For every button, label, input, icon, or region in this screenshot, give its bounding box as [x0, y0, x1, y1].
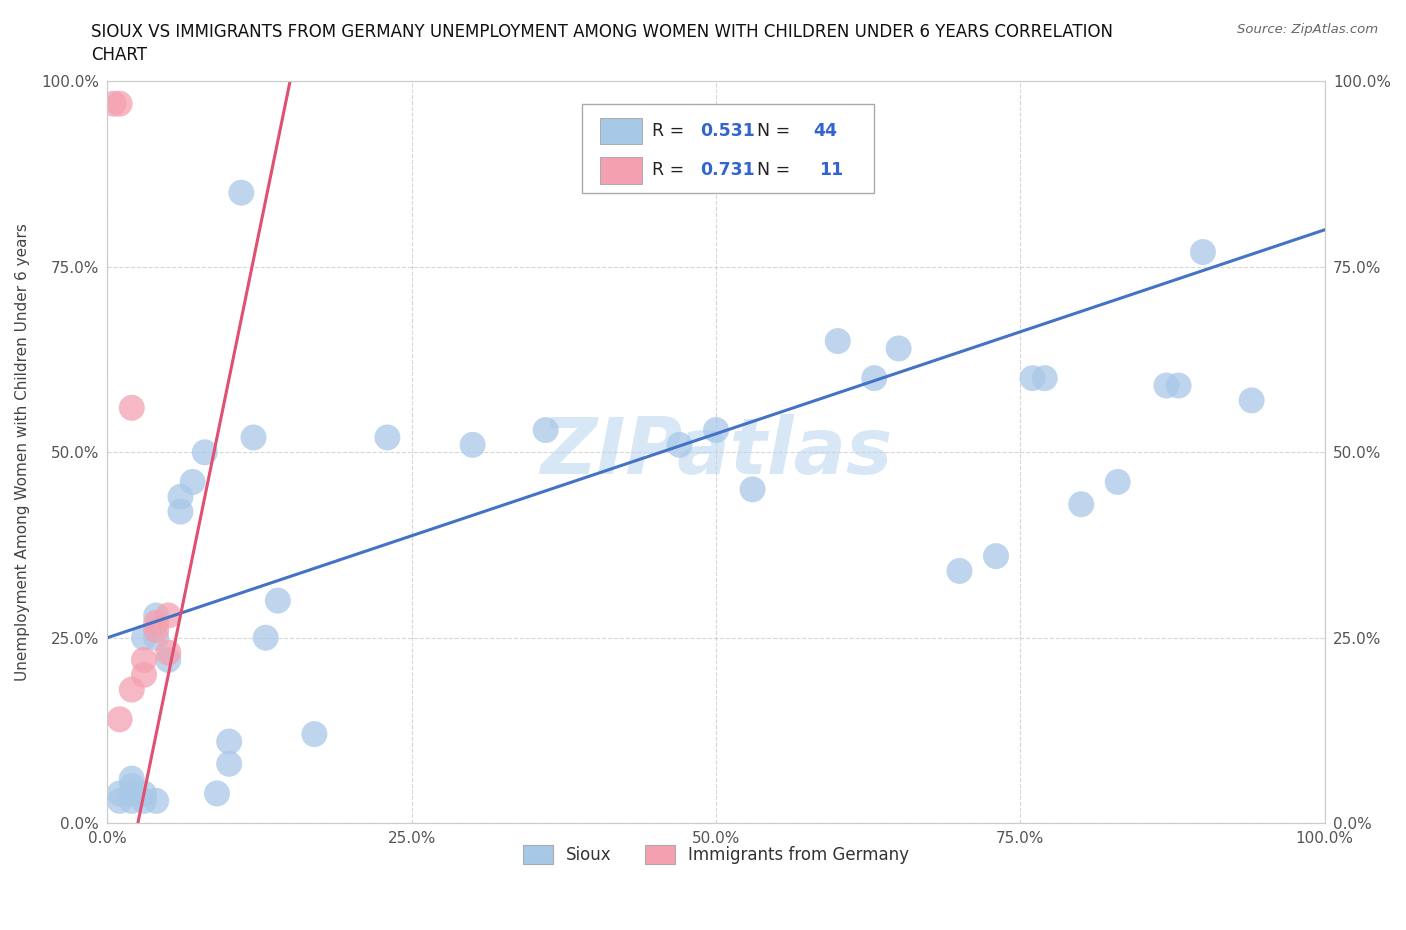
Point	[377, 430, 399, 445]
Text: Source: ZipAtlas.com: Source: ZipAtlas.com	[1237, 23, 1378, 36]
Point	[863, 371, 886, 386]
Point	[1240, 393, 1263, 408]
Point	[205, 786, 228, 801]
Point	[132, 653, 155, 668]
FancyBboxPatch shape	[600, 118, 641, 144]
Point	[132, 668, 155, 683]
Point	[267, 593, 290, 608]
Point	[108, 711, 131, 726]
Point	[704, 422, 727, 437]
Point	[108, 793, 131, 808]
Point	[145, 623, 167, 638]
Point	[827, 334, 849, 349]
Text: R =: R =	[651, 122, 689, 140]
Point	[668, 437, 690, 452]
Point	[157, 653, 180, 668]
Point	[121, 400, 143, 415]
Point	[103, 97, 125, 112]
FancyBboxPatch shape	[600, 157, 641, 184]
Point	[145, 616, 167, 631]
Point	[157, 608, 180, 623]
FancyBboxPatch shape	[582, 104, 875, 193]
Point	[121, 793, 143, 808]
Point	[121, 786, 143, 801]
Point	[218, 756, 240, 771]
Point	[121, 771, 143, 786]
Point	[121, 778, 143, 793]
Point	[218, 734, 240, 749]
Text: SIOUX VS IMMIGRANTS FROM GERMANY UNEMPLOYMENT AMONG WOMEN WITH CHILDREN UNDER 6 : SIOUX VS IMMIGRANTS FROM GERMANY UNEMPLO…	[91, 23, 1114, 41]
Legend: Sioux, Immigrants from Germany: Sioux, Immigrants from Germany	[516, 838, 917, 870]
Text: 0.731: 0.731	[700, 162, 755, 179]
Point	[181, 474, 204, 489]
Text: R =: R =	[651, 162, 689, 179]
Point	[461, 437, 484, 452]
Point	[157, 645, 180, 660]
Text: 44: 44	[814, 122, 838, 140]
Y-axis label: Unemployment Among Women with Children Under 6 years: Unemployment Among Women with Children U…	[15, 223, 30, 682]
Point	[304, 726, 326, 741]
Text: CHART: CHART	[91, 46, 148, 64]
Point	[145, 793, 167, 808]
Point	[231, 185, 253, 200]
Point	[145, 608, 167, 623]
Point	[169, 489, 191, 504]
Point	[132, 793, 155, 808]
Point	[1107, 474, 1129, 489]
Text: N =: N =	[747, 162, 801, 179]
Point	[1167, 379, 1189, 393]
Point	[1021, 371, 1043, 386]
Point	[948, 564, 970, 578]
Point	[887, 341, 910, 356]
Point	[169, 504, 191, 519]
Point	[121, 683, 143, 698]
Text: ZIPatlas: ZIPatlas	[540, 414, 893, 490]
Point	[1033, 371, 1056, 386]
Text: N =: N =	[747, 122, 796, 140]
Point	[132, 786, 155, 801]
Point	[984, 549, 1007, 564]
Point	[741, 482, 763, 497]
Point	[145, 631, 167, 645]
Point	[254, 631, 277, 645]
Text: 11: 11	[820, 162, 844, 179]
Text: 0.531: 0.531	[700, 122, 755, 140]
Point	[194, 445, 217, 459]
Point	[1156, 379, 1178, 393]
Point	[1192, 245, 1215, 259]
Point	[108, 786, 131, 801]
Point	[534, 422, 557, 437]
Point	[108, 97, 131, 112]
Point	[1070, 497, 1092, 512]
Point	[242, 430, 264, 445]
Point	[132, 631, 155, 645]
